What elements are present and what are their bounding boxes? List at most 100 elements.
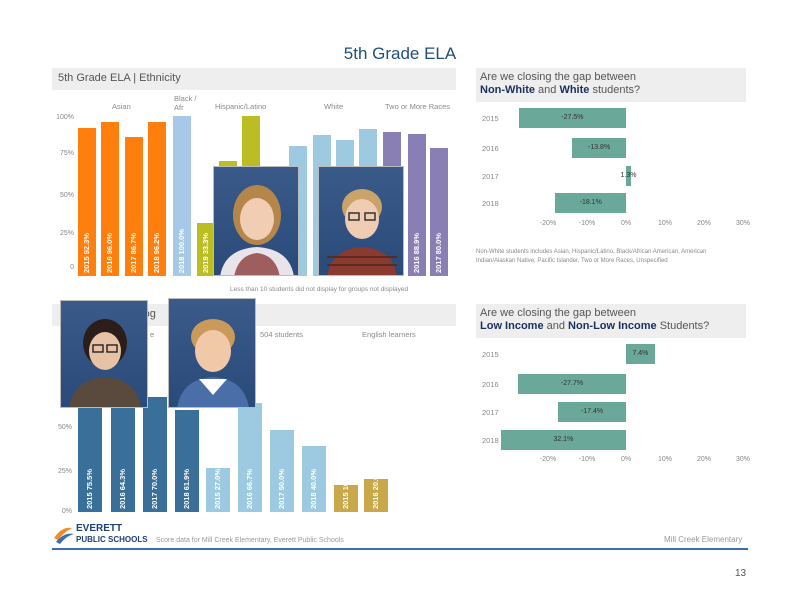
bar-data-label: 2018 40.0%	[309, 468, 318, 509]
chart-bar	[78, 388, 102, 512]
gap-title-line1: Are we closing the gap between	[480, 307, 636, 319]
gap-title-mid: and	[543, 320, 569, 332]
y-tick: 75%	[59, 150, 74, 157]
ethnicity-header: 5th Grade ELA | Ethnicity	[52, 68, 456, 90]
student-portrait-icon	[327, 189, 397, 275]
gap-bar	[626, 344, 655, 364]
gap-x-tick: 10%	[657, 220, 672, 227]
chart-bar	[430, 148, 448, 276]
gap-value-label: -27.5%	[561, 114, 584, 121]
gap-x-tick: -20%	[539, 220, 557, 227]
gap-note-line2: Indian/Alaskan Native, Pacific Islander,…	[476, 258, 668, 264]
gap-value-label: -13.8%	[587, 144, 611, 151]
chart-bar	[270, 430, 294, 512]
chart-bar	[143, 397, 167, 512]
gap-year-label: 2018	[482, 199, 499, 208]
footer-center-text: Score data for Mill Creek Elementary, Ev…	[156, 537, 344, 544]
gap-value-label: -17.4%	[580, 408, 604, 415]
student-portrait-icon	[220, 185, 294, 275]
bar-data-label: 2015 16.7%	[341, 468, 350, 509]
page-number: 13	[735, 568, 747, 579]
group-label-asian: Asian	[112, 102, 131, 111]
chart-bar	[148, 122, 166, 276]
chart-bar	[408, 134, 426, 276]
y-tick: 25%	[59, 230, 74, 237]
logo-line2: PUBLIC SCHOOLS	[76, 535, 148, 544]
gap-bar	[518, 108, 626, 128]
gap-chart-plot: 2015 7.4% 2016 -27.7% 2017 -17.4% 2018 32.1% -20…	[476, 340, 750, 470]
chart-bar	[175, 410, 199, 512]
y-tick: 100%	[56, 114, 74, 121]
chart-bar	[101, 122, 119, 276]
bar-data-label: 2015 75.5%	[85, 468, 94, 509]
chart-bar	[206, 468, 230, 512]
gap-year-label: 2018	[482, 436, 499, 445]
gap-bar	[500, 430, 626, 450]
bar-data-label: 2017 86.7%	[129, 232, 138, 273]
school-name: Mill Creek Elementary	[664, 535, 743, 544]
gap-year-label: 2015	[482, 114, 499, 123]
gap-value-label: -27.7%	[560, 380, 584, 387]
gap-title-end: students?	[589, 84, 641, 96]
group-label-white: White	[324, 102, 344, 111]
chart-bar	[334, 485, 358, 512]
gap-chart-low-income: Are we closing the gap between Low Incom…	[476, 304, 750, 476]
y-tick: 50%	[57, 424, 72, 431]
bar-data-label: 2015 27.0%	[213, 468, 222, 509]
gap-value-label: 1.3%	[620, 172, 637, 179]
gap-title-line1: Are we closing the gap between	[480, 71, 636, 83]
gap-value-label: 7.4%	[632, 350, 649, 357]
gap-year-label: 2015	[482, 350, 499, 359]
chart-bar	[302, 446, 326, 512]
chart-bar	[238, 403, 262, 512]
gap-bar	[555, 193, 626, 213]
gap-bar	[558, 402, 626, 422]
bar-data-label: 2016 64.3%	[118, 468, 127, 509]
gap-x-tick: 20%	[696, 456, 711, 463]
y-tick: 25%	[57, 468, 72, 475]
bar-data-label: 2016 20.0%	[371, 468, 380, 509]
y-tick: 0%	[61, 508, 72, 515]
gap-x-tick: -10%	[578, 220, 596, 227]
student-photo	[213, 166, 299, 276]
bar-data-label: 2018 100.0%	[177, 228, 186, 273]
gap-chart-header: Are we closing the gap between Low Incom…	[476, 304, 746, 338]
chart-bar	[197, 223, 215, 276]
chart-bar	[173, 116, 191, 276]
slide-title: 5th Grade ELA	[343, 44, 457, 63]
bar-data-label: 2018 96.2%	[152, 232, 161, 273]
y-tick: 50%	[59, 192, 74, 199]
student-portrait-icon	[69, 319, 141, 407]
gap-x-tick: -20%	[539, 456, 557, 463]
gap-x-tick: 10%	[657, 456, 672, 463]
student-photo	[60, 300, 148, 408]
ethnicity-header-text: 5th Grade ELA | Ethnicity	[58, 72, 181, 84]
group-label-black: Black / Afr	[174, 94, 197, 112]
program-bar-area: 2015 75.5% 2016 64.3% 2017 70.0% 2018 61.9%…	[78, 348, 454, 512]
gap-chart-nonwhite: Are we closing the gap between Non-White…	[476, 68, 750, 268]
gap-year-label: 2016	[482, 144, 499, 153]
gap-bar	[626, 166, 632, 186]
gap-title-b1: Low Income	[480, 320, 544, 332]
gap-x-tick: 20%	[696, 220, 711, 227]
gap-value-label: -18.1%	[579, 199, 602, 206]
gap-year-label: 2017	[482, 408, 499, 417]
gap-x-tick: 0%	[620, 220, 632, 227]
gap-title-line2: Low Income and Non-Low Income Students?	[480, 320, 742, 333]
bar-data-label: 2018 61.9%	[182, 468, 191, 509]
chart-bar	[364, 479, 388, 512]
logo-line1: EVERETT	[76, 523, 123, 534]
gap-title-b1: Non-White	[480, 84, 535, 96]
gap-title-b2: Non-Low Income	[568, 320, 657, 332]
chart-bar	[78, 128, 96, 276]
bar-data-label: 2017 80.0%	[434, 232, 443, 273]
chart-bar	[111, 407, 135, 512]
bar-data-label: 2016 96.0%	[105, 232, 114, 273]
program-sub-mid: 504 students	[260, 330, 303, 339]
bar-data-label: 2016 66.7%	[245, 468, 254, 509]
gap-value-label: 32.1%	[553, 436, 574, 443]
gap-title-b2: White	[559, 84, 590, 96]
ethnicity-footnote: Less than 10 students did not display fo…	[230, 286, 409, 293]
gap-chart-header: Are we closing the gap between Non-White…	[476, 68, 746, 102]
bar-data-label: 2017 70.0%	[150, 468, 159, 509]
